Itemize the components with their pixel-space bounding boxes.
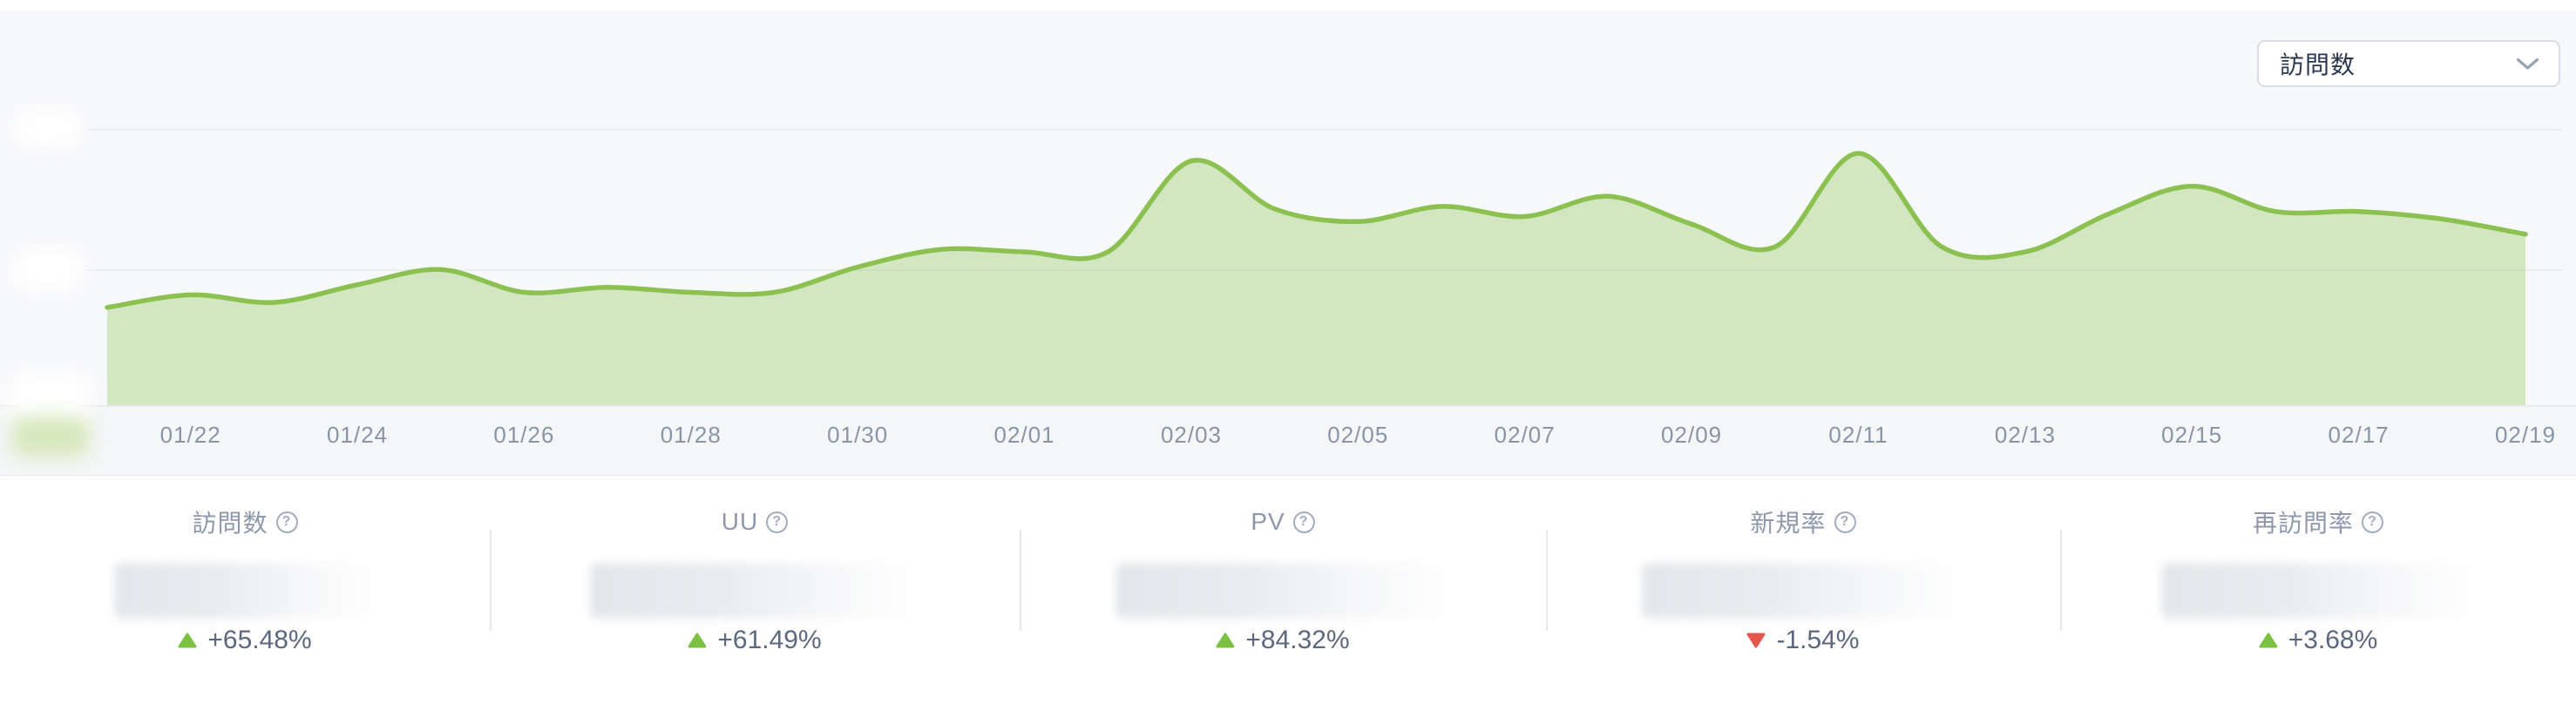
visits-trend-panel: 01/22 01/24 01/26 01/28 01/30 02/01 02/03 02/05… (0, 10, 2576, 476)
stat-revisit-rate: 再訪問率 ? +3.68% (2060, 476, 2576, 704)
y-axis-label-redacted (16, 110, 80, 146)
stat-change-value: +84.32% (1245, 626, 1350, 654)
stat-label: 再訪問率 (2252, 510, 2354, 537)
x-tick-label: 02/19 (2495, 422, 2556, 448)
stat-title: UU ? (721, 508, 789, 536)
stat-pv: PV ? +84.32% (1020, 476, 1546, 704)
stat-title: 訪問数 ? (192, 508, 298, 537)
x-tick-label: 02/03 (1161, 422, 1222, 448)
x-tick-label: 02/17 (2329, 422, 2390, 448)
x-tick-label: 01/30 (827, 422, 888, 448)
x-tick-label: 02/01 (994, 422, 1055, 448)
triangle-up-icon (178, 633, 197, 648)
stat-change-value: +3.68% (2288, 626, 2378, 654)
x-tick-label: 02/05 (1327, 422, 1388, 448)
metric-select-dropdown[interactable]: 訪問数 (2257, 40, 2560, 87)
stat-new-rate: 新規率 ? -1.54% (1546, 476, 2060, 704)
triangle-up-icon (1216, 633, 1235, 648)
stat-change-value: +65.48% (207, 626, 312, 654)
stat-visits: 訪問数 ? +65.48% (0, 476, 490, 704)
x-tick-label: 02/15 (2161, 422, 2222, 448)
divider (2060, 530, 2062, 631)
y-axis-label-redacted (14, 249, 82, 289)
stat-title: 新規率 ? (1750, 508, 1856, 537)
help-icon[interactable]: ? (275, 511, 298, 533)
divider (1020, 530, 1021, 631)
stat-value-redacted (1642, 563, 1964, 619)
x-tick-label: 01/22 (160, 422, 221, 448)
stat-label: 訪問数 (192, 510, 268, 537)
stat-label: UU (721, 508, 759, 535)
stat-change: +65.48% (178, 626, 312, 654)
stat-label: 新規率 (1750, 510, 1827, 537)
help-icon[interactable]: ? (2362, 511, 2383, 533)
stat-change: +3.68% (2259, 626, 2378, 654)
x-tick-label: 01/28 (661, 422, 722, 448)
x-tick-label: 02/09 (1661, 422, 1722, 448)
x-tick-label: 01/24 (327, 422, 388, 448)
triangle-up-icon (2259, 633, 2278, 648)
stat-title: 再訪問率 ? (2253, 508, 2383, 537)
divider (490, 530, 491, 631)
metric-select-value: 訪問数 (2280, 51, 2356, 78)
stat-title: PV ? (1251, 508, 1315, 536)
stat-label: PV (1251, 508, 1285, 535)
x-tick-label: 02/07 (1495, 422, 1556, 448)
stat-value-redacted (2161, 563, 2475, 619)
stat-change: +84.32% (1216, 626, 1350, 654)
stat-change-value: -1.54% (1776, 626, 1860, 654)
top-strip (0, 0, 2576, 10)
metrics-summary-bar: 訪問数 ? +65.48% UU ? +61.49% PV ? (0, 476, 2576, 704)
stat-value-redacted (1115, 563, 1451, 619)
help-icon[interactable]: ? (1292, 511, 1315, 533)
help-icon[interactable]: ? (1834, 511, 1856, 533)
area-fill (107, 153, 2525, 406)
chevron-down-icon (2516, 58, 2539, 71)
divider (1546, 530, 1548, 631)
x-tick-label: 01/26 (493, 422, 554, 448)
visits-area-chart[interactable]: 01/22 01/24 01/26 01/28 01/30 02/01 02/03 02/05… (0, 0, 2576, 476)
trend-line (105, 151, 2528, 310)
stat-change: -1.54% (1746, 626, 1860, 654)
x-tick-label: 02/11 (1828, 422, 1888, 448)
x-axis-strip (0, 406, 2576, 476)
y-axis-label-redacted (12, 416, 89, 457)
help-icon[interactable]: ? (766, 511, 789, 533)
stat-value-redacted (590, 563, 919, 619)
stat-value-redacted (114, 563, 376, 619)
triangle-up-icon (688, 633, 707, 648)
x-tick-label: 02/13 (1995, 422, 2056, 448)
triangle-down-icon (1746, 633, 1766, 648)
stat-change-value: +61.49% (717, 626, 822, 654)
stat-uu: UU ? +61.49% (490, 476, 1020, 704)
stat-change: +61.49% (688, 626, 822, 654)
